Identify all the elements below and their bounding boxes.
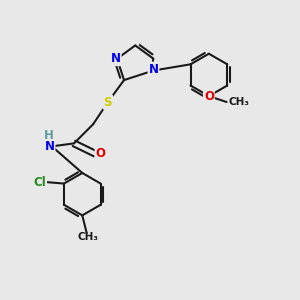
Text: O: O [95, 147, 106, 160]
Text: S: S [103, 96, 112, 109]
Text: CH₃: CH₃ [229, 97, 250, 107]
Text: Cl: Cl [33, 176, 46, 189]
Text: N: N [148, 63, 158, 76]
Text: N: N [44, 140, 55, 153]
Text: H: H [44, 129, 53, 142]
Text: CH₃: CH₃ [78, 232, 99, 242]
Text: O: O [204, 90, 214, 103]
Text: N: N [111, 52, 121, 65]
